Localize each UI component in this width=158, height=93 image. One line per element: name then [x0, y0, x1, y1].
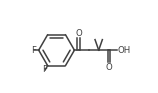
- Text: OH: OH: [117, 46, 130, 55]
- Text: O: O: [105, 63, 112, 72]
- Text: F: F: [31, 46, 36, 55]
- Text: O: O: [75, 29, 82, 37]
- Text: F: F: [43, 65, 48, 74]
